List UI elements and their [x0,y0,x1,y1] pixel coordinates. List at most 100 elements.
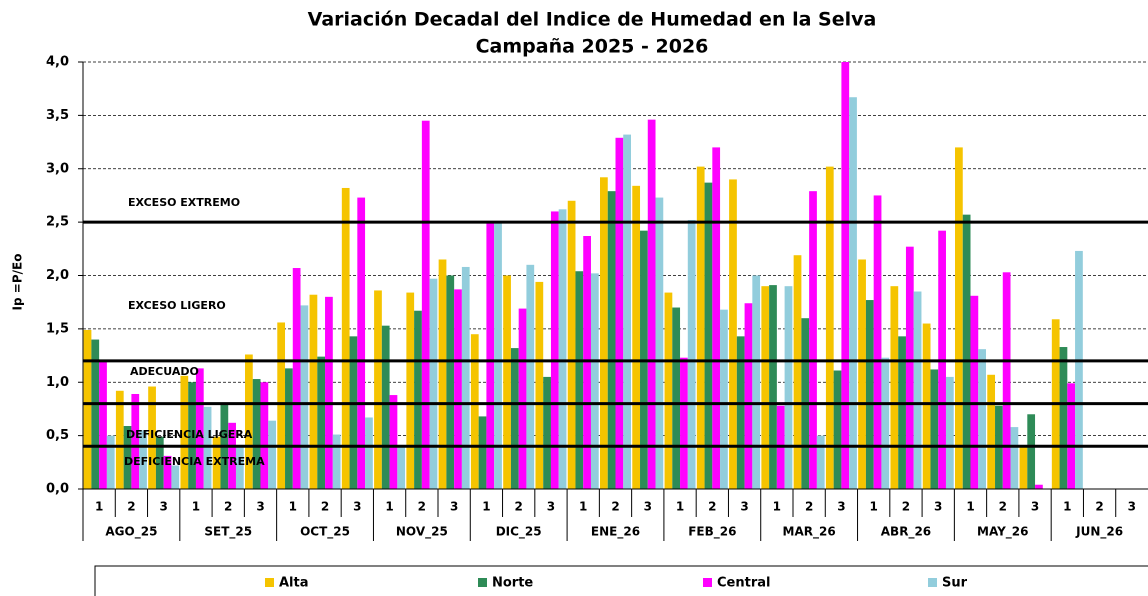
bar [930,369,939,489]
month-label: JUN_26 [1075,525,1123,540]
bar [833,370,842,489]
bar [825,166,834,490]
bar [615,137,624,490]
bar [228,422,236,489]
legend-label: Central [717,576,770,591]
legend-label: Alta [279,576,309,591]
bar [793,255,802,489]
bar [890,286,899,489]
bar [163,455,172,489]
zone-label: EXCESO EXTREMO [128,196,240,209]
y-tick-label: 3,0 [46,161,69,176]
bar [155,436,164,489]
bar [978,349,986,489]
x-tick-label: 2 [321,500,329,514]
bar [139,430,147,489]
bar [195,368,204,489]
bar [454,289,462,489]
bar [987,374,996,489]
bar [898,336,906,489]
bar [332,434,341,489]
bar [1002,272,1011,489]
x-tick-label: 3 [644,500,652,514]
bar [632,185,641,489]
x-tick-label: 3 [450,500,458,514]
bar [83,329,92,489]
bar [955,147,963,489]
x-tick-label: 1 [289,500,297,514]
x-tick-label: 3 [740,500,748,514]
y-tick-label: 1,5 [46,321,69,336]
bar [309,294,318,489]
bar [365,417,373,489]
bar [325,296,333,489]
bar [590,273,599,489]
x-tick-label: 1 [676,500,684,514]
x-tick-label: 2 [224,500,232,514]
x-tick-label: 2 [999,500,1007,514]
zone-label: EXCESO LIGERO [128,299,226,312]
bar [905,246,914,489]
x-tick-label: 2 [1095,500,1103,514]
bar [729,179,737,490]
bar [389,395,398,489]
bar [962,214,971,489]
bar [849,97,857,489]
bar [858,259,866,489]
month-label: MAR_26 [783,525,836,540]
bar [317,356,326,489]
x-tick-label: 1 [385,500,393,514]
x-tick-label: 3 [547,500,555,514]
bar [600,177,608,490]
y-tick-label: 2,5 [46,215,69,230]
x-tick-label: 3 [353,500,361,514]
bar [607,191,616,490]
chart-title: Variación Decadal del Indice de Humedad … [308,9,877,31]
bar [1010,427,1019,489]
bar [461,266,470,489]
legend-box [94,565,1148,596]
y-tick-label: 0,0 [46,482,69,497]
x-tick-label: 1 [870,500,878,514]
bar [1059,347,1068,489]
legend-swatch [703,578,712,587]
bar [341,187,350,489]
bar [816,435,825,489]
bar [131,393,140,489]
legend-swatch [265,578,274,587]
bar [478,416,487,489]
bar [268,420,276,489]
bar [106,435,115,489]
x-tick-label: 3 [1031,500,1039,514]
bar [575,271,584,489]
bar [115,390,124,489]
bar [494,223,502,489]
bar [438,259,447,489]
bar [809,191,817,490]
bar [720,309,728,489]
legend-label: Norte [492,576,533,591]
legend-label: Sur [942,576,968,591]
y-tick-label: 2,0 [46,268,69,283]
month-label: OCT_25 [300,525,350,540]
bar [277,322,286,489]
bar [300,305,309,489]
x-tick-label: 2 [127,500,135,514]
bar [245,354,253,489]
bar [421,120,430,490]
month-label: FEB_26 [688,525,736,540]
bar [406,292,415,489]
bar [349,336,358,489]
bar [429,278,438,489]
bar [203,406,212,489]
bar [1027,414,1036,489]
bar [672,307,681,489]
bar [148,386,156,489]
x-tick-label: 3 [934,500,942,514]
month-label: SET_25 [204,525,252,540]
bar [446,275,455,489]
bar [680,357,688,489]
bar [687,219,696,490]
bar [470,334,479,489]
y-tick-label: 0,5 [46,428,69,443]
